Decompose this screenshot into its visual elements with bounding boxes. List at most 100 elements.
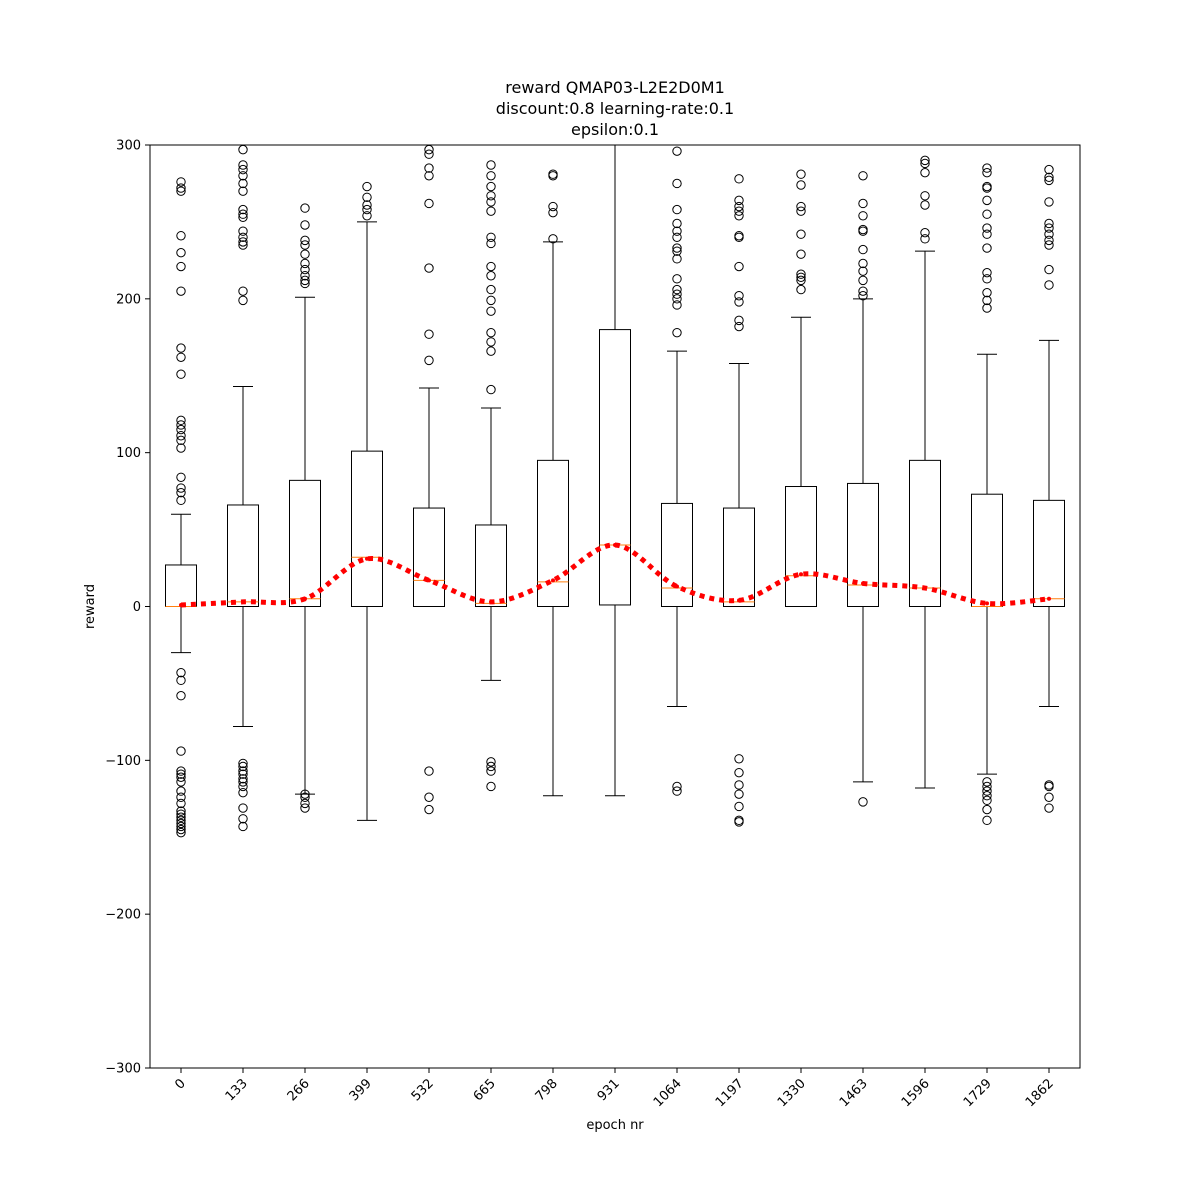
box-1596 xyxy=(909,155,941,789)
outlier-point xyxy=(176,772,186,782)
box-931 xyxy=(599,144,631,797)
x-axis-label: epoch nr xyxy=(586,1118,644,1133)
outlier-point xyxy=(1044,164,1054,175)
box-1064 xyxy=(661,146,693,796)
mean-point-1862 xyxy=(1047,596,1051,601)
outlier-point xyxy=(238,781,248,792)
outlier-point xyxy=(982,287,992,298)
mean-point-1330 xyxy=(799,572,803,577)
outlier-point xyxy=(486,761,496,772)
outlier-point xyxy=(424,263,434,273)
y-tick-label: −200 xyxy=(105,908,141,923)
outlier-point xyxy=(176,667,186,678)
outlier-point xyxy=(982,303,992,313)
outlier-point xyxy=(672,204,682,215)
mean-point-1463 xyxy=(861,581,865,586)
outlier-point xyxy=(486,766,496,776)
box-body xyxy=(537,459,569,607)
title-line-0: reward QMAP03-L2E2D0M1 xyxy=(505,78,725,97)
y-tick-label: −100 xyxy=(105,754,141,769)
mean-point-1729 xyxy=(985,601,989,606)
outlier-point xyxy=(300,798,310,809)
outlier-point xyxy=(362,200,372,210)
outlier-point xyxy=(734,201,744,212)
outlier-point xyxy=(176,443,186,453)
outlier-point xyxy=(796,272,806,282)
outlier-point xyxy=(672,218,682,229)
outlier-point xyxy=(300,203,310,213)
outlier-point xyxy=(1044,780,1054,790)
box-1330 xyxy=(785,169,817,608)
outlier-point xyxy=(734,801,744,812)
outlier-point xyxy=(920,227,930,238)
outlier-point xyxy=(486,384,496,395)
outlier-point xyxy=(486,160,496,170)
mean-point-931 xyxy=(613,542,617,547)
mean-point-1064 xyxy=(675,584,679,589)
outlier-point xyxy=(548,207,558,218)
outlier-point xyxy=(920,191,930,201)
outlier-point xyxy=(238,186,248,196)
title-line-1: discount:0.8 learning-rate:0.1 xyxy=(496,99,734,118)
title-line-2: epsilon:0.1 xyxy=(571,120,659,139)
outlier-point xyxy=(858,244,868,255)
outlier-point xyxy=(796,249,806,259)
outlier-point xyxy=(176,766,186,776)
outlier-point xyxy=(486,781,496,792)
outlier-point xyxy=(424,149,434,159)
mean-point-133 xyxy=(241,599,245,604)
outlier-point xyxy=(424,144,434,155)
outlier-point xyxy=(176,261,186,272)
outlier-point xyxy=(672,786,682,796)
outlier-point xyxy=(486,181,496,192)
outlier-point xyxy=(982,209,992,219)
outlier-point xyxy=(982,274,992,284)
outlier-point xyxy=(176,769,186,779)
outlier-point xyxy=(176,818,186,829)
mean-point-1596 xyxy=(923,586,927,591)
outlier-point xyxy=(176,824,186,835)
outlier-point xyxy=(176,435,186,446)
outlier-point xyxy=(734,261,744,272)
outlier-point xyxy=(1044,197,1054,207)
outlier-point xyxy=(734,291,744,301)
outlier-point xyxy=(1044,172,1054,183)
outlier-point xyxy=(672,327,682,338)
outlier-point xyxy=(238,774,248,784)
outlier-point xyxy=(176,286,186,296)
outlier-point xyxy=(176,675,186,686)
outlier-point xyxy=(176,809,186,819)
outlier-point xyxy=(238,295,248,306)
outlier-point xyxy=(672,246,682,256)
outlier-point xyxy=(300,220,310,230)
outlier-point xyxy=(1044,229,1054,239)
outlier-point xyxy=(920,167,930,178)
outlier-point xyxy=(734,780,744,790)
outlier-point xyxy=(176,746,186,756)
mean-point-665 xyxy=(489,599,493,604)
box-body xyxy=(1033,499,1065,608)
y-tick-label: 200 xyxy=(116,292,141,307)
outlier-point xyxy=(176,369,186,379)
outlier-point xyxy=(176,431,186,441)
box-1729 xyxy=(971,163,1003,826)
outlier-point xyxy=(920,158,930,169)
outlier-point xyxy=(300,264,310,275)
box-266 xyxy=(289,203,321,813)
mean-line-series xyxy=(179,542,1051,608)
outlier-point xyxy=(1044,264,1054,275)
outlier-point xyxy=(176,495,186,506)
y-tick-label: 300 xyxy=(116,139,141,154)
outlier-point xyxy=(796,180,806,190)
outlier-point xyxy=(920,155,930,166)
outlier-point xyxy=(486,191,496,201)
outlier-point xyxy=(796,169,806,179)
outlier-point xyxy=(1044,223,1054,233)
outlier-point xyxy=(486,271,496,281)
outlier-point xyxy=(486,232,496,243)
outlier-point xyxy=(176,487,186,498)
box-body xyxy=(289,479,321,607)
outlier-point xyxy=(796,206,806,216)
outlier-point xyxy=(672,226,682,236)
